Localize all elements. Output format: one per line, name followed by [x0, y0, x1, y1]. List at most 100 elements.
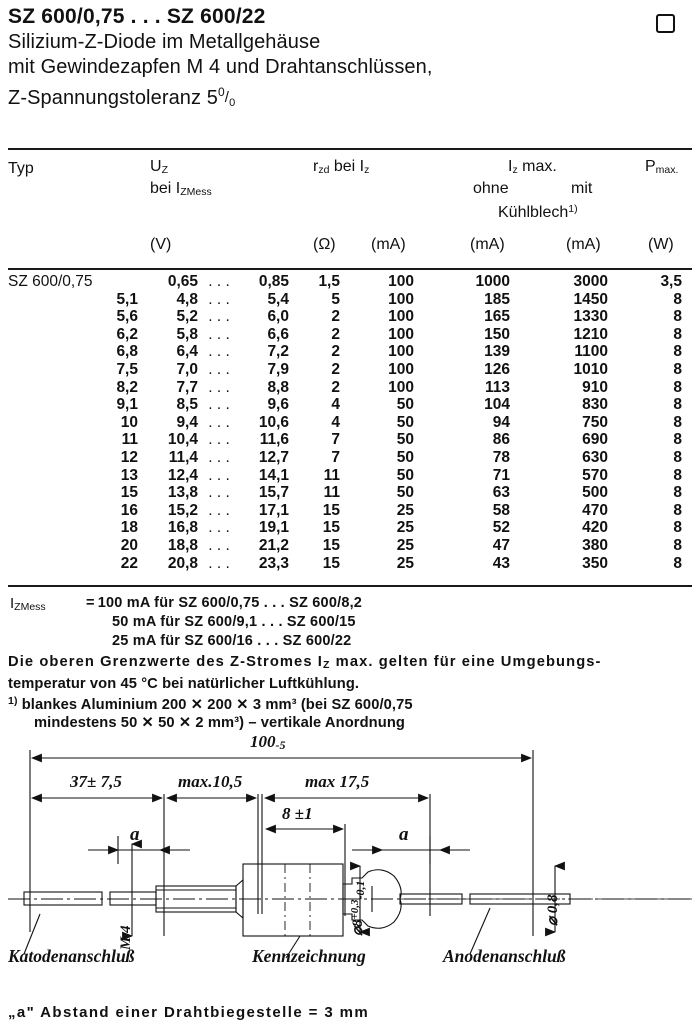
- cell-uz-min: 0,65: [167, 273, 198, 290]
- cell-uz-max: 11,6: [259, 431, 289, 449]
- cell-iz-test: 100: [388, 290, 414, 308]
- cell-iz-max-mit: 420: [582, 519, 608, 537]
- cell-rzd: 2: [331, 325, 340, 343]
- rzd-subscript: zd: [318, 164, 330, 176]
- cell-iz-max-ohne: 52: [492, 519, 510, 537]
- cell-pmax: 8: [673, 484, 682, 502]
- cell-iz-test: 50: [396, 431, 414, 449]
- cell-range-dots: . . .: [208, 273, 230, 290]
- cell-iz-test: 100: [388, 343, 414, 361]
- cell-iz-max-mit: 380: [582, 537, 608, 554]
- cell-uz-min: 13,8: [167, 484, 198, 502]
- izmess-line-3: 25 mA für SZ 600/16 . . . SZ 600/22: [112, 633, 352, 649]
- cell-iz-max-ohne: 86: [492, 431, 510, 449]
- cell-iz-max-ohne: 43: [492, 554, 510, 572]
- cell-iz-max-mit: 500: [582, 484, 608, 502]
- table-row: 12 11,4 . . . 12,7 7 50 78 630 8: [8, 450, 692, 468]
- izmess-line-1: = 100 mA für SZ 600/0,75 . . . SZ 600/8,…: [86, 595, 362, 611]
- table-bottom-rule: [8, 585, 692, 587]
- cell-iz-max-ohne: 150: [484, 325, 510, 343]
- cell-iz-max-mit: 1330: [573, 308, 608, 326]
- cell-iz-max-mit: 910: [582, 378, 608, 396]
- cell-type: 20: [120, 537, 138, 554]
- cell-rzd: 15: [322, 537, 340, 554]
- table-row: 13 12,4 . . . 14,1 11 50 71 570 8: [8, 466, 692, 486]
- cell-iz-test: 25: [396, 519, 414, 537]
- unit-ohm: (Ω): [313, 236, 336, 253]
- cell-range-dots: . . .: [208, 343, 230, 361]
- cell-iz-max-mit: 1100: [574, 343, 608, 361]
- cell-pmax: 8: [673, 396, 682, 414]
- table-row: 8,2 7,7 . . . 8,8 2 100 113 910 8: [8, 378, 692, 398]
- diameter-8-upper-tol: +0,3: [349, 899, 361, 920]
- page-header: SZ 600/0,75 . . . SZ 600/22 Silizium-Z-D…: [8, 4, 648, 116]
- cell-uz-min: 12,4: [167, 466, 198, 484]
- table-top-rule: [8, 148, 692, 150]
- cell-rzd: 15: [322, 519, 340, 537]
- column-header-rzd: rzd bei Iz: [313, 158, 369, 179]
- cell-pmax: 8: [673, 361, 682, 378]
- cell-rzd: 15: [322, 501, 340, 519]
- cell-uz-max: 8,8: [267, 378, 289, 396]
- cell-pmax: 8: [673, 413, 682, 431]
- column-header-typ: Typ: [8, 160, 34, 177]
- cell-type: 5,1: [116, 290, 138, 308]
- column-header-mit: mit: [571, 180, 593, 197]
- drawing-svg: [8, 750, 692, 959]
- iz-symbol: I: [508, 158, 513, 175]
- table-row: 6,2 5,8 . . . 6,6 2 100 150 1210 8: [8, 325, 692, 345]
- cell-iz-max-mit: 1450: [573, 290, 608, 308]
- footnote-superscript: 1): [8, 695, 18, 707]
- footnote-1: 1) blankes Aluminium 200 ✕ 200 ✕ 3 mm³ (…: [8, 695, 413, 713]
- uz-symbol: U: [150, 158, 162, 175]
- izmess-i: I: [10, 595, 15, 612]
- unit-watt: (W): [648, 236, 674, 253]
- p-symbol: P: [645, 158, 656, 175]
- dimensional-drawing: 100-5 37± 7,5 max.10,5 max 17,5 8 ±1 a a…: [0, 732, 700, 1034]
- table-row: 10 9,4 . . . 10,6 4 50 94 750 8: [8, 413, 692, 433]
- dim-total-length: 100-5: [250, 732, 286, 753]
- izmess-label: IZMess: [10, 595, 46, 613]
- description-line-3: Z-Spannungstoleranz 50/0: [8, 80, 648, 116]
- column-header-uz: UZ: [150, 158, 168, 179]
- cell-uz-min: 4,8: [176, 290, 198, 308]
- cell-range-dots: . . .: [208, 325, 230, 343]
- cell-iz-max-mit: 1210: [573, 325, 608, 343]
- cell-uz-max: 23,3: [258, 554, 289, 572]
- cell-pmax: 8: [673, 325, 682, 343]
- description-line-2: mit Gewindezapfen M 4 und Drahtanschlüss…: [8, 56, 433, 78]
- table-row: 11 10,4 . . . 11,6 7 50 86 690 8: [8, 432, 692, 450]
- cell-uz-max: 5,4: [267, 290, 289, 308]
- footnote-1-text: blankes Aluminium 200 ✕ 200 ✕ 3 mm³ (bei…: [21, 697, 413, 713]
- column-header-uz-condition: bei IZMess: [150, 180, 212, 201]
- diameter-8-value: 8: [350, 919, 366, 927]
- distance-note: „a" Abstand einer Drahtbiegestelle = 3 m…: [8, 1004, 370, 1021]
- table-row: 16 15,2 . . . 17,1 15 25 58 470 8: [8, 501, 692, 521]
- dim-8-pm-1: 8 ±1: [282, 804, 313, 823]
- table-header-rule: [8, 268, 692, 270]
- dim-total-value: 100: [250, 732, 276, 751]
- table-row: SZ 600/0,75 0,65 . . . 0,85 1,5 100 1000 3000 3,…: [8, 274, 692, 292]
- cell-iz-test: 100: [388, 308, 414, 326]
- cell-iz-max-mit: 3000: [573, 273, 608, 290]
- cell-range-dots: . . .: [208, 519, 230, 537]
- description-line-1: Silizium-Z-Diode im Metallgehäuse: [8, 31, 321, 53]
- cell-type: 11: [121, 431, 138, 449]
- iz-max-text: max.: [517, 158, 557, 175]
- cell-iz-max-ohne: 71: [492, 466, 510, 484]
- cell-rzd: 4: [331, 413, 340, 431]
- cell-pmax: 8: [673, 449, 682, 466]
- table-row: 5,6 5,2 . . . 6,0 2 100 165 1330 8: [8, 309, 692, 327]
- cell-rzd: 2: [331, 378, 340, 396]
- percent-numerator: 0: [218, 85, 225, 99]
- cell-rzd: 2: [331, 308, 340, 326]
- cell-rzd: 7: [331, 449, 340, 466]
- cell-uz-max: 19,1: [258, 519, 289, 537]
- cell-pmax: 8: [673, 308, 682, 326]
- cell-pmax: 8: [673, 501, 682, 519]
- cell-iz-max-mit: 470: [582, 501, 608, 519]
- column-header-iz-max: Iz max.: [508, 158, 557, 179]
- cell-iz-max-mit: 1010: [573, 361, 608, 378]
- percent-denominator: 0: [229, 97, 236, 109]
- cell-uz-min: 7,0: [176, 361, 198, 378]
